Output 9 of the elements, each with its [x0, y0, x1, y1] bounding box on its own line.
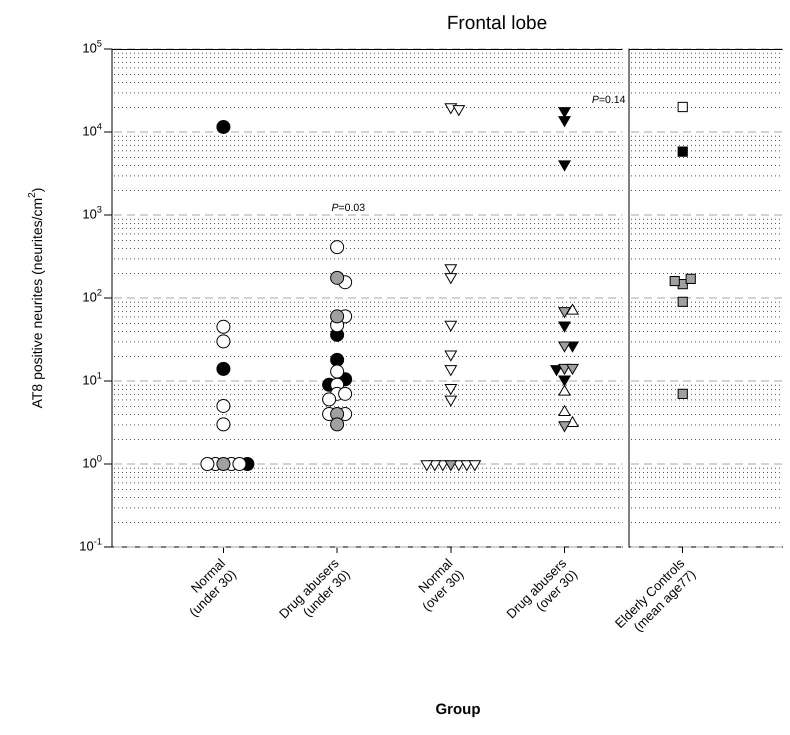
point — [678, 146, 688, 157]
chart-title: Frontal lobe — [446, 13, 548, 34]
point — [678, 388, 688, 399]
point — [678, 102, 688, 112]
y-axis-title: AT8 positive neurites (neurites/cm2) — [27, 188, 45, 408]
annotation: P=0.03 — [332, 202, 366, 214]
x-axis-title: Group — [436, 701, 480, 718]
annotation: P=0.14 — [592, 94, 626, 106]
point — [678, 296, 688, 307]
